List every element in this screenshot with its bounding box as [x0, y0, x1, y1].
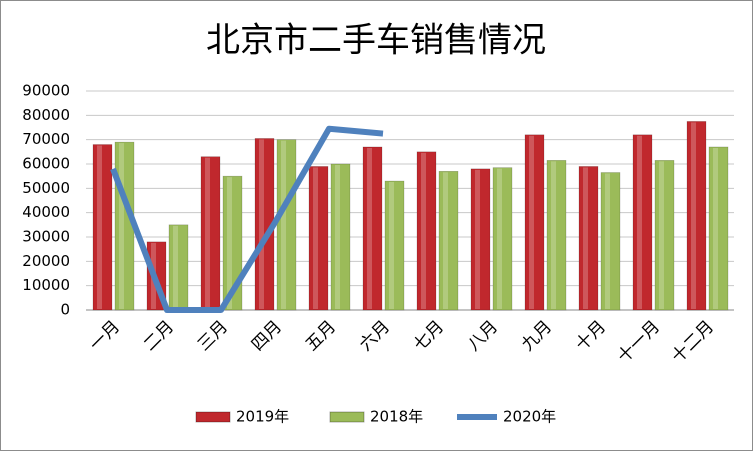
bar-highlight [335, 165, 340, 309]
bar [654, 160, 675, 311]
bar-highlight [259, 139, 264, 309]
bar-highlight [227, 177, 232, 309]
legend-label: 2020年 [503, 408, 556, 426]
bar-highlight [205, 157, 210, 309]
y-tick-label: 40000 [22, 203, 70, 221]
bar [362, 146, 383, 311]
bar-highlight [475, 169, 480, 309]
bar-highlight [637, 135, 642, 309]
line [110, 125, 384, 313]
bar-highlight [173, 225, 178, 309]
y-tick-label: 30000 [22, 228, 70, 246]
y-tick-label: 80000 [22, 106, 70, 124]
bar-highlight [281, 140, 286, 309]
bar [546, 160, 567, 311]
bar-highlight [713, 147, 718, 309]
bar [330, 163, 351, 311]
bar [470, 168, 491, 311]
bar [92, 144, 113, 311]
bar-highlight [119, 143, 124, 309]
bar [384, 180, 405, 311]
y-tick-label: 90000 [22, 82, 70, 100]
bar-highlight [529, 135, 534, 309]
bar [632, 134, 653, 311]
bar-highlight [605, 173, 610, 309]
y-tick-label: 60000 [22, 155, 70, 173]
bar-highlight [367, 147, 372, 309]
bar-highlight [497, 168, 502, 309]
y-tick-label: 20000 [22, 252, 70, 270]
chart-title: 北京市二手车销售情况 [206, 21, 546, 61]
y-tick-label: 10000 [22, 276, 70, 294]
bar [276, 139, 297, 311]
bar-highlight [421, 152, 426, 309]
bar-highlight [551, 161, 556, 309]
bar-highlight [389, 182, 394, 309]
bar [492, 167, 513, 311]
bar [114, 141, 135, 311]
bar [222, 175, 243, 311]
bar [600, 172, 621, 311]
bar-highlight [97, 145, 102, 309]
bar-highlight [691, 122, 696, 310]
bar [686, 121, 707, 311]
bar [438, 171, 459, 311]
y-tick-label: 50000 [22, 179, 70, 197]
bar-highlight [313, 167, 318, 309]
bar-highlight [659, 161, 664, 309]
legend-label: 2018年 [370, 408, 423, 426]
bar [416, 151, 437, 311]
legend-label: 2019年 [236, 408, 289, 426]
bar-highlight [443, 172, 448, 309]
bar [708, 146, 729, 311]
bar [168, 224, 189, 311]
y-tick-label: 0 [60, 301, 70, 319]
bar [578, 166, 599, 311]
legend-swatch [329, 411, 365, 423]
bar-highlight [583, 167, 588, 309]
legend-swatch [195, 411, 231, 423]
bar [200, 156, 221, 311]
bar [524, 134, 545, 311]
bar [308, 166, 329, 311]
y-tick-label: 70000 [22, 130, 70, 148]
